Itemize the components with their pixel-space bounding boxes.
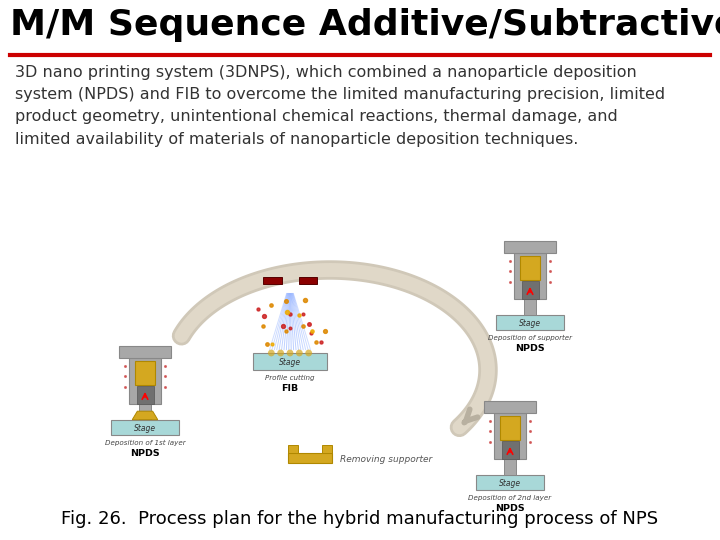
Bar <box>484 401 536 413</box>
Bar <box>288 453 332 463</box>
Text: Deposition of 1st layer: Deposition of 1st layer <box>104 440 185 446</box>
Circle shape <box>268 349 275 356</box>
Bar <box>253 353 328 370</box>
Text: Fig. 26.  Process plan for the hybrid manufacturing process of NPS: Fig. 26. Process plan for the hybrid man… <box>61 510 659 528</box>
Circle shape <box>305 349 312 356</box>
Circle shape <box>296 349 302 356</box>
Text: Profile cutting: Profile cutting <box>265 375 315 381</box>
Bar <box>521 281 539 299</box>
Bar <box>496 315 564 330</box>
Bar <box>288 445 298 453</box>
Bar <box>494 413 526 460</box>
Text: Stage: Stage <box>499 478 521 488</box>
Bar <box>476 475 544 490</box>
Bar <box>299 276 318 284</box>
Bar <box>263 276 282 284</box>
Text: Deposition of 2nd layer: Deposition of 2nd layer <box>469 495 552 501</box>
Bar <box>322 445 332 453</box>
Bar <box>135 361 156 385</box>
Bar <box>500 416 521 440</box>
Text: Stage: Stage <box>279 358 301 367</box>
Polygon shape <box>132 411 158 420</box>
Bar <box>137 386 153 404</box>
Text: M/M Sequence Additive/Subtractive: M/M Sequence Additive/Subtractive <box>10 8 720 42</box>
Text: NPDS: NPDS <box>130 449 160 458</box>
Bar <box>111 420 179 435</box>
Bar <box>524 299 536 315</box>
Text: 3D nano printing system (3DNPS), which combined a nanoparticle deposition
system: 3D nano printing system (3DNPS), which c… <box>15 65 665 146</box>
Text: Stage: Stage <box>519 319 541 328</box>
Bar <box>504 460 516 475</box>
Bar <box>504 241 557 253</box>
Circle shape <box>277 349 284 356</box>
Text: Deposition of supporter: Deposition of supporter <box>488 335 572 341</box>
Text: NPDS: NPDS <box>495 504 525 514</box>
Text: NPDS: NPDS <box>516 345 545 354</box>
Bar <box>514 253 546 299</box>
Bar <box>139 404 151 420</box>
Bar <box>520 256 540 280</box>
Bar <box>502 441 518 460</box>
Bar <box>119 346 171 357</box>
Text: FIB: FIB <box>282 384 299 394</box>
Text: Removing supporter: Removing supporter <box>340 455 432 463</box>
Bar <box>129 357 161 404</box>
Text: Stage: Stage <box>134 423 156 433</box>
Circle shape <box>287 349 294 356</box>
